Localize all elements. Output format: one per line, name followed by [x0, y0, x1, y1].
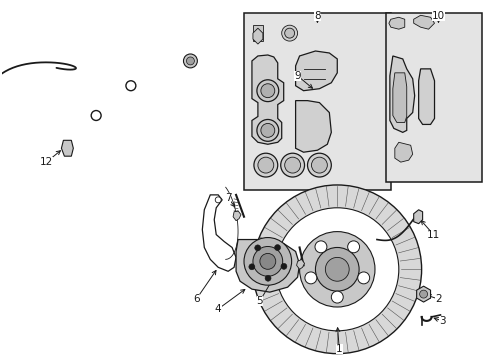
Polygon shape [413, 210, 422, 224]
Polygon shape [389, 56, 414, 132]
Polygon shape [388, 17, 404, 29]
Text: 7: 7 [224, 193, 231, 203]
Circle shape [253, 153, 277, 177]
Polygon shape [61, 140, 73, 156]
Circle shape [275, 208, 398, 331]
Circle shape [357, 272, 369, 284]
Circle shape [215, 197, 221, 203]
Text: 4: 4 [214, 304, 221, 314]
Circle shape [260, 123, 274, 137]
Circle shape [254, 245, 260, 251]
Circle shape [252, 185, 421, 354]
Circle shape [256, 120, 278, 141]
Circle shape [299, 231, 374, 307]
Circle shape [281, 264, 286, 269]
Circle shape [281, 25, 297, 41]
Polygon shape [251, 55, 283, 144]
Circle shape [307, 153, 331, 177]
Text: 6: 6 [193, 294, 199, 304]
Circle shape [305, 272, 316, 284]
Circle shape [183, 54, 197, 68]
Text: 1: 1 [335, 344, 342, 354]
Circle shape [311, 157, 326, 173]
Polygon shape [296, 260, 304, 269]
Polygon shape [416, 286, 429, 302]
Circle shape [264, 275, 270, 281]
Bar [385, 13, 481, 182]
Text: 5: 5 [256, 296, 263, 306]
Circle shape [244, 238, 291, 285]
Polygon shape [295, 100, 331, 152]
Text: 12: 12 [40, 157, 53, 167]
Circle shape [315, 247, 358, 291]
Circle shape [248, 264, 254, 270]
Circle shape [419, 290, 427, 298]
Circle shape [347, 241, 359, 253]
Polygon shape [233, 211, 241, 221]
Bar [244, 13, 390, 190]
Polygon shape [295, 51, 337, 91]
Circle shape [260, 84, 274, 98]
Polygon shape [392, 73, 406, 122]
Circle shape [280, 153, 304, 177]
Polygon shape [413, 15, 434, 29]
Text: 8: 8 [313, 11, 320, 21]
Circle shape [284, 157, 300, 173]
Polygon shape [418, 69, 434, 125]
Circle shape [256, 80, 278, 102]
Text: 3: 3 [438, 316, 445, 326]
Circle shape [331, 291, 343, 303]
Circle shape [259, 253, 275, 269]
Circle shape [252, 247, 282, 276]
Text: 10: 10 [431, 11, 444, 21]
Bar [252, 25, 263, 41]
Text: 2: 2 [434, 294, 441, 304]
Polygon shape [236, 239, 299, 292]
Circle shape [314, 241, 326, 253]
Circle shape [274, 244, 280, 251]
Circle shape [325, 257, 348, 281]
Text: 11: 11 [426, 230, 439, 239]
Text: 9: 9 [294, 71, 300, 81]
Polygon shape [252, 28, 263, 44]
Polygon shape [394, 142, 412, 162]
Circle shape [284, 28, 294, 38]
Circle shape [186, 57, 194, 65]
Circle shape [257, 157, 273, 173]
